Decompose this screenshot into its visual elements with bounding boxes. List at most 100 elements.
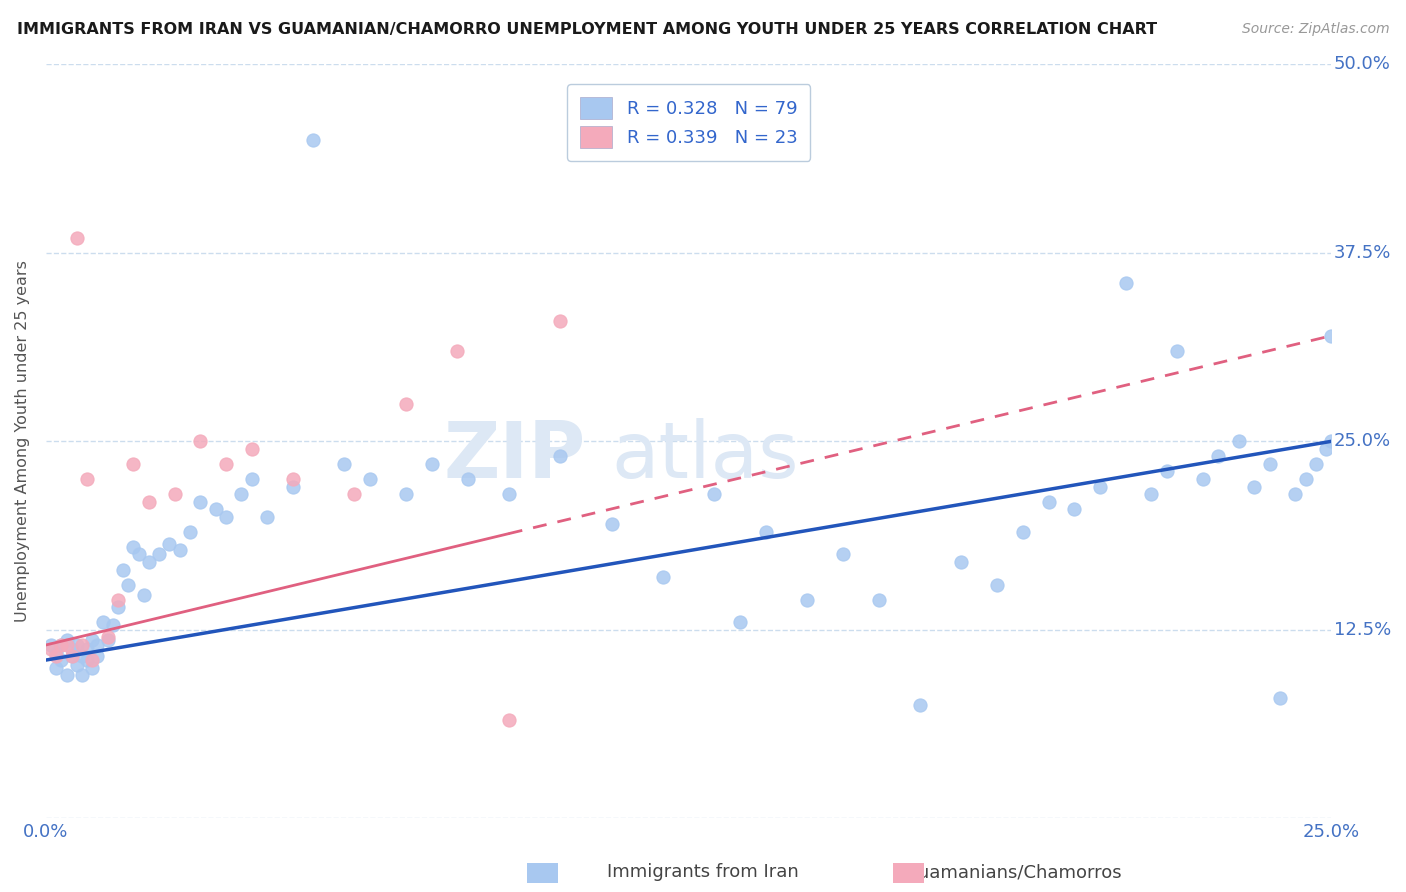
- Point: [281, 479, 304, 493]
- Point: [51, 653, 73, 667]
- Point: [1063, 502, 1085, 516]
- Point: [82, 633, 104, 648]
- Point: [107, 600, 129, 615]
- Point: [215, 457, 238, 471]
- Point: [55, 668, 77, 682]
- Point: [169, 543, 191, 558]
- Point: [163, 487, 186, 501]
- Point: [600, 517, 623, 532]
- Point: [39, 642, 62, 657]
- Point: [446, 343, 468, 358]
- Point: [1243, 479, 1265, 493]
- Point: [188, 434, 211, 449]
- Text: 50.0%: 50.0%: [1334, 55, 1391, 73]
- Point: [1140, 487, 1163, 501]
- Point: [240, 442, 263, 456]
- Point: [231, 487, 253, 501]
- Point: [832, 548, 855, 562]
- Point: [256, 509, 278, 524]
- Point: [395, 487, 418, 501]
- Point: [950, 555, 973, 569]
- Point: [60, 648, 83, 663]
- Point: [76, 642, 98, 657]
- Legend: R = 0.328   N = 79, R = 0.339   N = 23: R = 0.328 N = 79, R = 0.339 N = 23: [567, 85, 810, 161]
- Text: Source: ZipAtlas.com: Source: ZipAtlas.com: [1241, 22, 1389, 37]
- Point: [122, 457, 145, 471]
- Point: [1320, 328, 1343, 343]
- Point: [138, 494, 160, 508]
- Point: [1258, 457, 1281, 471]
- Point: [148, 548, 170, 562]
- Point: [204, 502, 226, 516]
- Text: 12.5%: 12.5%: [1334, 621, 1392, 639]
- Text: 25.0%: 25.0%: [1334, 433, 1391, 450]
- Point: [1315, 442, 1337, 456]
- Point: [498, 714, 520, 728]
- Text: Immigrants from Iran: Immigrants from Iran: [607, 863, 799, 881]
- Point: [1268, 690, 1291, 705]
- Point: [179, 524, 201, 539]
- Point: [1192, 472, 1215, 486]
- Point: [755, 524, 778, 539]
- Point: [1156, 465, 1178, 479]
- Point: [86, 648, 108, 663]
- Text: IMMIGRANTS FROM IRAN VS GUAMANIAN/CHAMORRO UNEMPLOYMENT AMONG YOUTH UNDER 25 YEA: IMMIGRANTS FROM IRAN VS GUAMANIAN/CHAMOR…: [17, 22, 1157, 37]
- Point: [66, 230, 89, 244]
- Point: [1166, 343, 1188, 358]
- Point: [359, 472, 381, 486]
- Point: [548, 450, 571, 464]
- Point: [51, 638, 73, 652]
- Point: [498, 487, 520, 501]
- Point: [45, 648, 67, 663]
- Point: [82, 660, 104, 674]
- Point: [157, 537, 180, 551]
- Point: [1295, 472, 1317, 486]
- Point: [908, 698, 931, 713]
- Point: [796, 592, 818, 607]
- Point: [1012, 524, 1035, 539]
- Point: [1038, 494, 1060, 508]
- Point: [66, 638, 89, 652]
- Point: [132, 588, 155, 602]
- Point: [281, 472, 304, 486]
- Point: [70, 648, 93, 663]
- Point: [117, 577, 139, 591]
- Point: [55, 638, 77, 652]
- Point: [333, 457, 356, 471]
- Point: [70, 638, 93, 652]
- Point: [39, 638, 62, 652]
- Point: [51, 638, 73, 652]
- Y-axis label: Unemployment Among Youth under 25 years: Unemployment Among Youth under 25 years: [15, 260, 30, 623]
- Point: [82, 653, 104, 667]
- Point: [215, 509, 238, 524]
- Point: [1320, 434, 1343, 449]
- Point: [868, 592, 890, 607]
- Text: Guamanians/Chamorros: Guamanians/Chamorros: [904, 863, 1121, 881]
- Point: [703, 487, 725, 501]
- Point: [60, 642, 83, 657]
- Point: [112, 562, 135, 576]
- Point: [107, 592, 129, 607]
- Point: [1284, 487, 1306, 501]
- Point: [240, 472, 263, 486]
- Point: [128, 548, 150, 562]
- Point: [122, 540, 145, 554]
- Point: [45, 660, 67, 674]
- Point: [138, 555, 160, 569]
- Point: [986, 577, 1008, 591]
- Point: [343, 487, 366, 501]
- Point: [91, 615, 114, 630]
- Point: [76, 472, 98, 486]
- Point: [457, 472, 479, 486]
- Point: [302, 132, 325, 146]
- Point: [395, 396, 418, 410]
- Point: [420, 457, 443, 471]
- Point: [1088, 479, 1111, 493]
- Point: [188, 494, 211, 508]
- Text: atlas: atlas: [612, 418, 799, 494]
- Point: [66, 657, 89, 672]
- Point: [86, 638, 108, 652]
- Point: [1208, 450, 1230, 464]
- Point: [76, 653, 98, 667]
- Point: [652, 570, 675, 584]
